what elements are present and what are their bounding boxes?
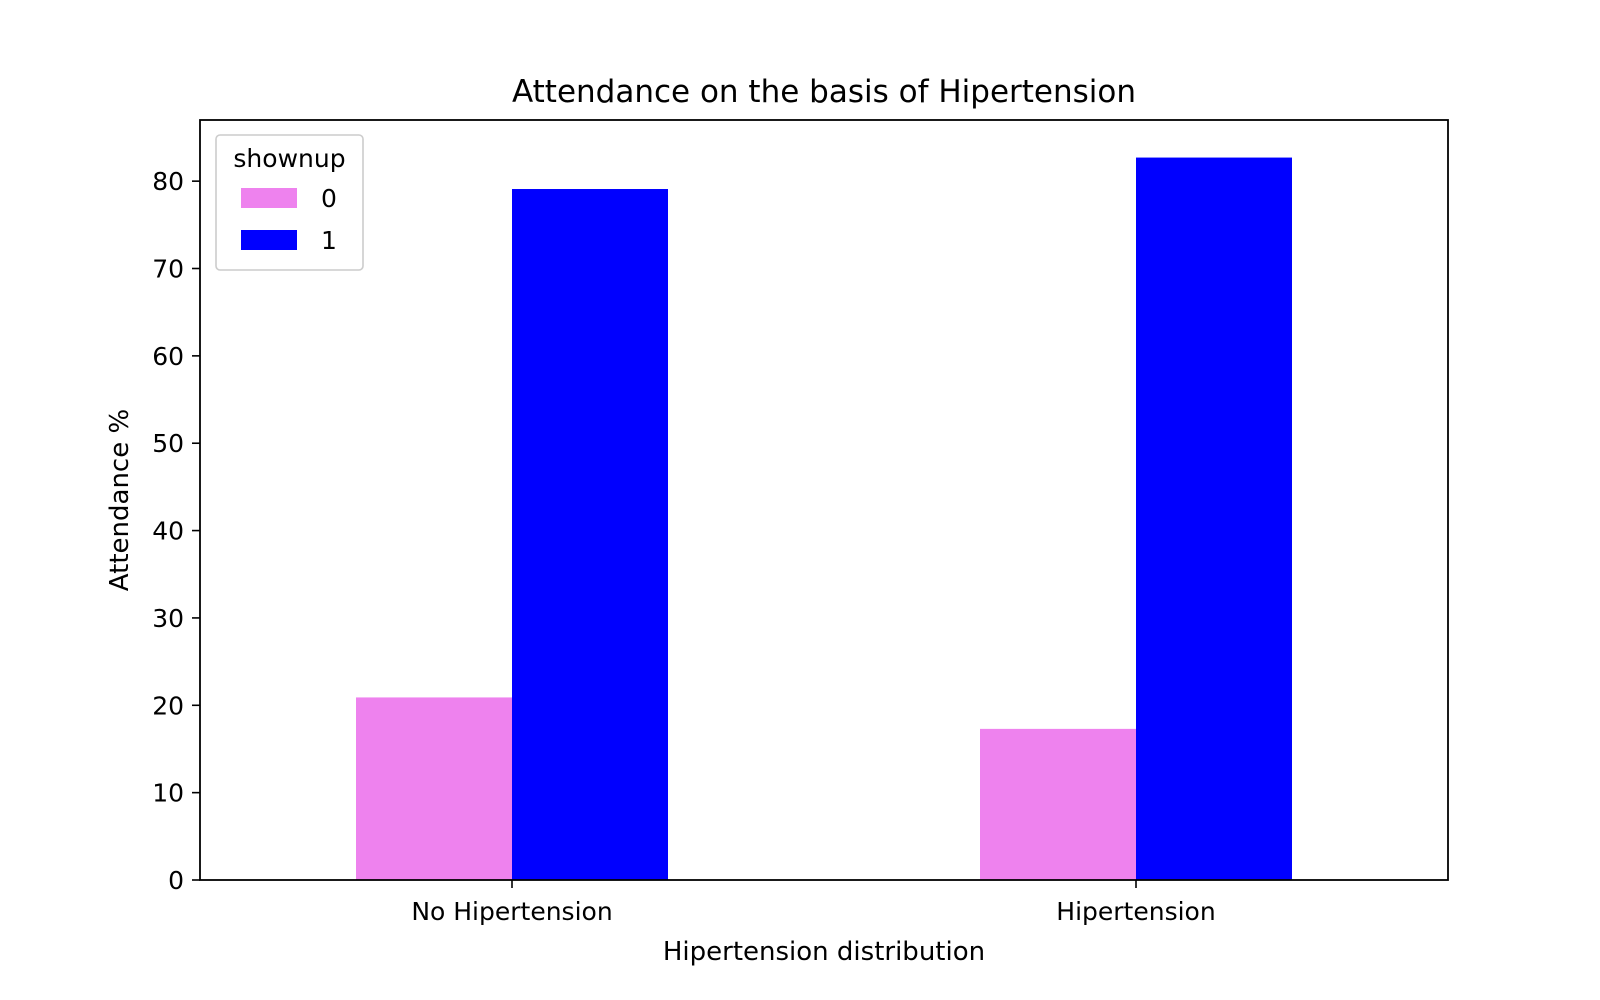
legend-title: shownup [233,144,345,173]
legend-swatch-1 [241,230,297,250]
y-tick-label: 60 [152,342,184,371]
y-tick-label: 70 [152,255,184,284]
y-tick-label: 30 [152,604,184,633]
bar-no-hipertension-series-0 [356,697,512,880]
y-axis-title: Attendance % [105,409,135,591]
bar-no-hipertension-series-1 [512,189,668,881]
x-axis-title: Hipertension distribution [663,937,985,967]
x-tick-label: Hipertension [1056,897,1215,926]
y-tick-label: 20 [152,691,184,720]
legend-label-0: 0 [321,184,337,213]
bar-hipertension-series-0 [980,728,1136,880]
legend-swatch-0 [241,188,297,208]
y-tick-label: 80 [152,167,184,196]
legend-label-1: 1 [321,226,337,255]
x-tick-label: No Hipertension [411,897,612,926]
plot-frame [199,119,1449,881]
y-tick-label: 50 [152,429,184,458]
bar-hipertension-series-1 [1136,157,1292,880]
chart-title: Attendance on the basis of Hipertension [512,74,1136,110]
y-tick-label: 10 [152,779,184,808]
y-tick-label: 0 [168,866,184,895]
y-tick-label: 40 [152,517,184,546]
